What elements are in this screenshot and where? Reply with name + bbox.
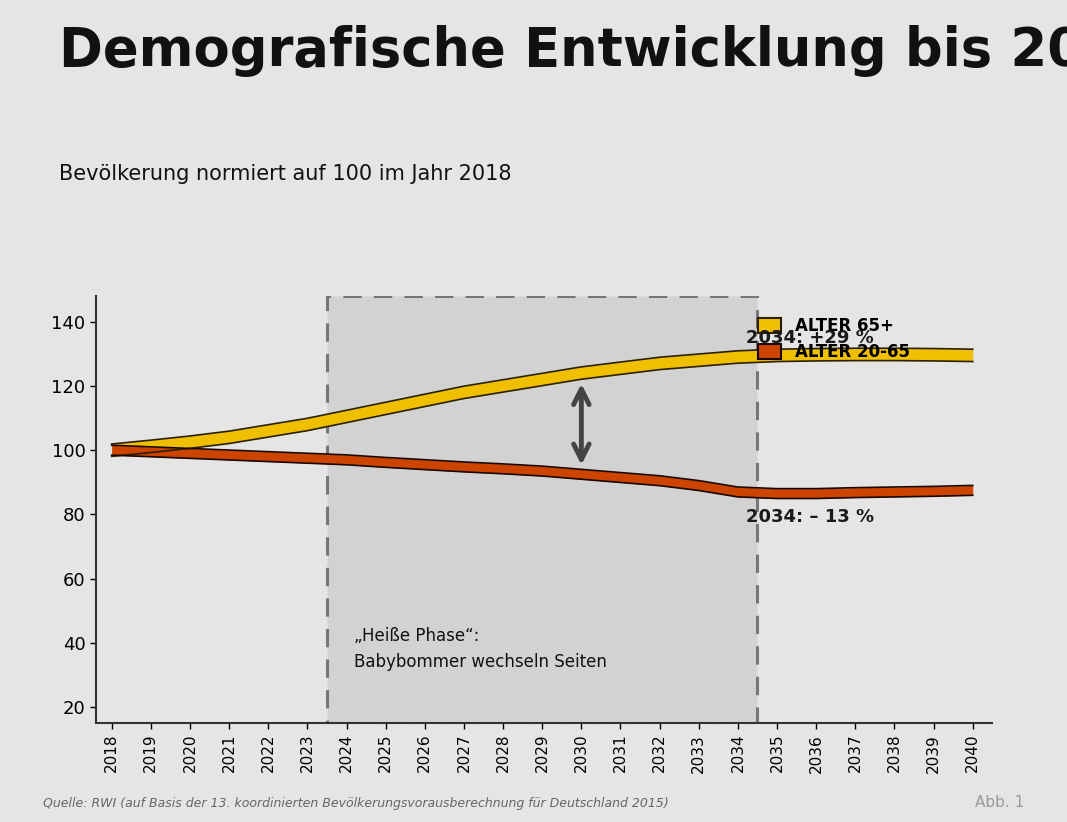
Text: Demografische Entwicklung bis 2040: Demografische Entwicklung bis 2040 xyxy=(59,25,1067,76)
Text: 2034: +29 %: 2034: +29 % xyxy=(746,330,874,348)
Text: 2034: – 13 %: 2034: – 13 % xyxy=(746,508,874,526)
Text: Bevölkerung normiert auf 100 im Jahr 2018: Bevölkerung normiert auf 100 im Jahr 201… xyxy=(59,164,511,184)
Text: Babybommer wechseln Seiten: Babybommer wechseln Seiten xyxy=(354,653,607,671)
Text: Abb. 1: Abb. 1 xyxy=(975,795,1024,810)
Text: „Heiße Phase“:: „Heiße Phase“: xyxy=(354,627,480,645)
Text: Quelle: RWI (auf Basis der 13. koordinierten Bevölkerungsvorausberechnung für De: Quelle: RWI (auf Basis der 13. koordinie… xyxy=(43,797,668,810)
Legend: ALTER 65+, ALTER 20-65: ALTER 65+, ALTER 20-65 xyxy=(750,308,918,370)
Bar xyxy=(327,296,758,723)
